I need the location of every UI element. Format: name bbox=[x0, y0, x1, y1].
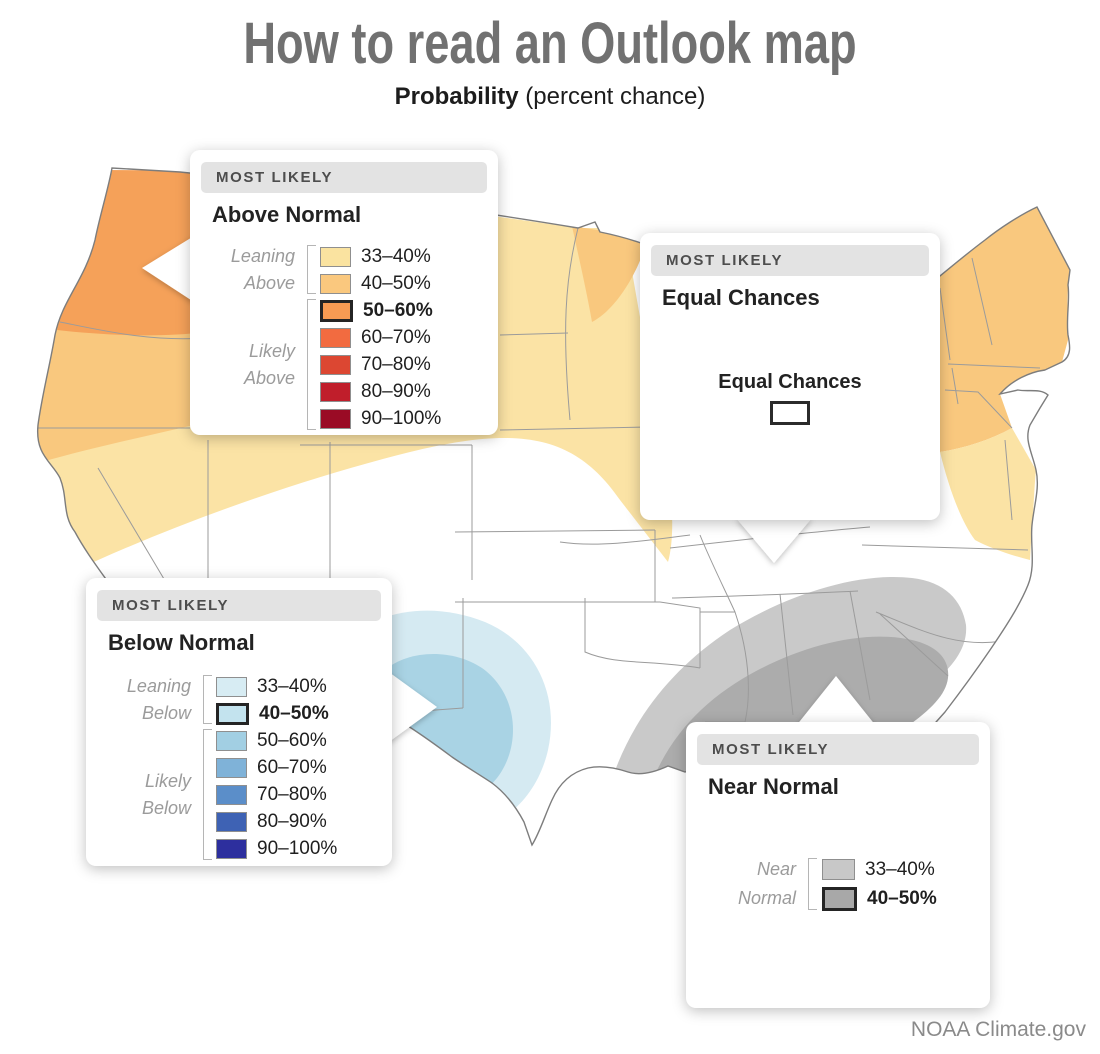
color-swatch bbox=[216, 757, 247, 778]
range-label: 80–90% bbox=[361, 380, 431, 402]
legend-row: 90–100% bbox=[320, 405, 498, 432]
color-swatch bbox=[216, 811, 247, 832]
color-swatch bbox=[216, 676, 247, 697]
legend-row-highlighted: 40–50% bbox=[216, 700, 392, 727]
range-label: 33–40% bbox=[865, 858, 935, 880]
callout-above-normal: MOST LIKELY Above Normal Leaning Above L… bbox=[190, 150, 498, 435]
callout-header: MOST LIKELY bbox=[697, 734, 979, 765]
group-label-line: Below bbox=[141, 797, 191, 818]
bracket-likely-below bbox=[203, 729, 212, 860]
map-region-above-40-50-mn bbox=[572, 226, 648, 322]
color-swatch bbox=[822, 886, 857, 911]
group-label-line: Likely bbox=[248, 340, 295, 361]
callout-near-normal: MOST LIKELY Near Normal Near Normal 33–4… bbox=[686, 722, 990, 1008]
callout-header: MOST LIKELY bbox=[651, 245, 929, 276]
range-label: 90–100% bbox=[361, 407, 442, 429]
group-label-line: Above bbox=[243, 367, 295, 388]
group-label-line: Near bbox=[756, 859, 796, 879]
range-label: 40–50% bbox=[867, 887, 937, 909]
callout-below-normal: MOST LIKELY Below Normal Leaning Below L… bbox=[86, 578, 392, 866]
callout-title: Below Normal bbox=[108, 630, 255, 655]
color-swatch bbox=[320, 408, 351, 429]
below-normal-legend: Leaning Below Likely Below 33–40% 40–50%… bbox=[86, 673, 392, 862]
callout-equal-chances: MOST LIKELY Equal Chances Equal Chances bbox=[640, 233, 940, 520]
legend-row: 80–90% bbox=[320, 378, 498, 405]
color-swatch bbox=[770, 401, 810, 425]
legend-row: 80–90% bbox=[216, 808, 392, 835]
callout-header: MOST LIKELY bbox=[97, 590, 381, 621]
group-label-leaning-above: Leaning Above bbox=[190, 243, 295, 297]
range-label: 40–50% bbox=[259, 702, 329, 724]
color-swatch bbox=[320, 246, 351, 267]
range-label: 50–60% bbox=[257, 729, 327, 751]
group-label-likely-below: Likely Below bbox=[86, 727, 191, 862]
callout-title: Equal Chances bbox=[662, 285, 820, 310]
subtitle-bold: Probability bbox=[394, 83, 519, 110]
color-swatch bbox=[216, 730, 247, 751]
group-label-line: Below bbox=[141, 703, 191, 723]
legend-row: 33–40% bbox=[216, 673, 392, 700]
attribution: NOAA Climate.gov bbox=[910, 1018, 1086, 1041]
color-swatch bbox=[216, 784, 247, 805]
group-label-line: Leaning bbox=[230, 246, 295, 266]
bracket-likely-above bbox=[307, 299, 316, 430]
range-label: 60–70% bbox=[257, 756, 327, 778]
title-block: How to read an Outlook map Probability (… bbox=[0, 0, 1100, 111]
color-swatch bbox=[320, 354, 351, 375]
range-label: 60–70% bbox=[361, 326, 431, 348]
group-label-line: Above bbox=[243, 273, 295, 293]
page-subtitle: Probability (percent chance) bbox=[0, 83, 1100, 111]
equal-chances-key: Equal Chances bbox=[640, 371, 940, 425]
group-label-line: Leaning bbox=[126, 676, 191, 696]
group-label-near-normal: Near Normal bbox=[686, 855, 796, 913]
legend-row: 70–80% bbox=[320, 351, 498, 378]
group-label-line: Normal bbox=[737, 888, 796, 908]
legend-row: 33–40% bbox=[320, 243, 498, 270]
range-label: 80–90% bbox=[257, 810, 327, 832]
legend-row: 60–70% bbox=[216, 754, 392, 781]
range-label: 70–80% bbox=[361, 353, 431, 375]
bracket-leaning-above bbox=[307, 245, 316, 294]
group-label-likely-above: Likely Above bbox=[190, 297, 295, 432]
callout-title: Above Normal bbox=[212, 202, 362, 227]
map-region-above-33-40-ma bbox=[940, 428, 1036, 560]
color-swatch bbox=[320, 273, 351, 294]
subtitle-rest: (percent chance) bbox=[518, 83, 706, 110]
legend-row-highlighted: 40–50% bbox=[822, 884, 990, 913]
legend-row-highlighted: 50–60% bbox=[320, 297, 498, 324]
range-label: 40–50% bbox=[361, 272, 431, 294]
bracket-near-normal bbox=[808, 858, 817, 910]
range-label: 33–40% bbox=[257, 675, 327, 697]
color-swatch bbox=[822, 859, 855, 880]
legend-row: 33–40% bbox=[822, 855, 990, 884]
page-title: How to read an Outlook map bbox=[243, 11, 857, 76]
above-normal-legend: Leaning Above Likely Above 33–40% 40–50%… bbox=[190, 243, 498, 432]
range-label: 90–100% bbox=[257, 837, 338, 859]
legend-row: 70–80% bbox=[216, 781, 392, 808]
callout-header: MOST LIKELY bbox=[201, 162, 487, 193]
range-label: 33–40% bbox=[361, 245, 431, 267]
color-swatch bbox=[320, 381, 351, 402]
range-label: 70–80% bbox=[257, 783, 327, 805]
range-label: 50–60% bbox=[363, 299, 433, 321]
group-label-line: Likely bbox=[144, 770, 191, 791]
callout-title: Near Normal bbox=[708, 774, 839, 799]
key-label: Equal Chances bbox=[718, 371, 862, 393]
color-swatch bbox=[216, 838, 247, 859]
near-normal-legend: Near Normal 33–40% 40–50% bbox=[686, 855, 990, 913]
color-swatch bbox=[320, 299, 353, 322]
group-label-leaning-below: Leaning Below bbox=[86, 673, 191, 727]
legend-row: 60–70% bbox=[320, 324, 498, 351]
color-swatch bbox=[216, 702, 249, 725]
legend-row: 40–50% bbox=[320, 270, 498, 297]
legend-row: 90–100% bbox=[216, 835, 392, 862]
color-swatch bbox=[320, 327, 351, 348]
legend-row: 50–60% bbox=[216, 727, 392, 754]
bracket-leaning-below bbox=[203, 675, 212, 724]
